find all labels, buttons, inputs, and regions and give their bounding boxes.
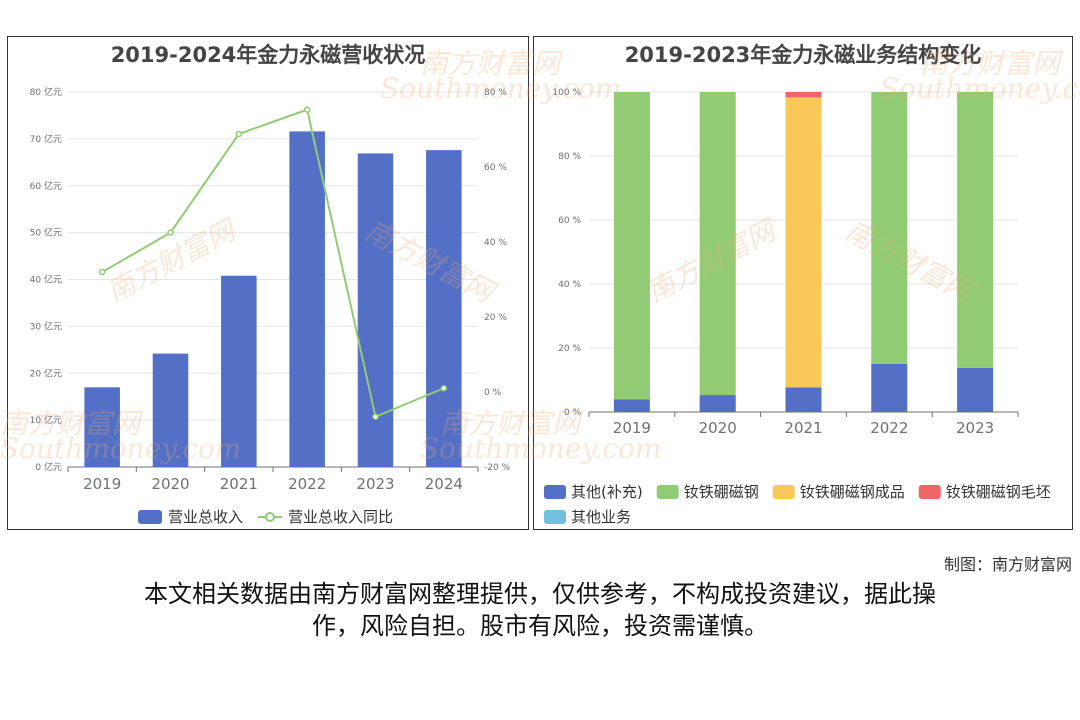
revenue-bar [152, 353, 189, 467]
y-left-tick-label: 80 亿元 [30, 86, 62, 98]
y-left-tick-label: 70 亿元 [30, 133, 62, 145]
legend-label: 钕铁硼磁钢毛坯 [946, 483, 1051, 501]
y-left-tick-label: 50 亿元 [30, 227, 62, 239]
y-left-tick-label: 20 亿元 [30, 367, 62, 379]
stack-segment [957, 367, 994, 412]
legend-label: 钕铁硼磁钢 [684, 483, 759, 501]
y-left-tick-label: 40 亿元 [30, 274, 62, 286]
stack-segment [957, 92, 994, 368]
stack-segment [699, 395, 736, 412]
revenue-bar [289, 131, 325, 467]
legend-swatch [544, 485, 566, 499]
yoy-line [101, 108, 445, 419]
legend-swatch [544, 510, 566, 524]
legend-swatch [772, 485, 795, 499]
x-tick-label: 2019 [613, 419, 651, 437]
yoy-point [440, 385, 448, 392]
yoy-point [235, 130, 243, 138]
disclaimer: 本文相关数据由南方财富网整理提供，仅供参考，不构成投资建议，据此操 作，风险自担… [60, 578, 1020, 642]
x-tick-label: 2021 [220, 475, 258, 493]
y-right-tick-label: -20 % [484, 463, 511, 473]
legend-label-yoy: 营业总收入同比 [288, 508, 393, 526]
stack-segment [785, 97, 822, 388]
x-tick-label: 2023 [356, 475, 394, 493]
y-tick-label: 40 % [558, 280, 581, 290]
structure-chart: 0 % 20 % 40 % 60 % 80 % 100 % 2019 2020 2021 2022… [544, 88, 1051, 526]
disclaimer-line-1: 本文相关数据由南方财富网整理提供，仅供参考，不构成投资建议，据此操 [144, 580, 936, 608]
y-tick-label: 60 % [558, 216, 581, 226]
revenue-chart: 0 亿元 10 亿元 20 亿元 30 亿元 40 亿元 50 亿元 60 亿元 70 亿元 8… [30, 86, 511, 526]
y-tick-label: 0 % [564, 408, 582, 418]
y-left-tick-label: 0 亿元 [35, 461, 62, 473]
stack-segment [699, 92, 736, 396]
revenue-chart-title: 2019-2024年金力永磁营收状况 [110, 43, 426, 67]
y-left-tick-label: 10 亿元 [30, 414, 62, 426]
x-tick-label: 2023 [956, 419, 994, 437]
x-tick-label: 2022 [870, 419, 908, 437]
disclaimer-line-2: 作，风险自担。股市有风险，投资需谨慎。 [312, 612, 768, 640]
yoy-point [303, 106, 311, 113]
y-left-tick-label: 60 亿元 [30, 180, 62, 192]
legend-label-revenue: 营业总收入 [168, 508, 243, 526]
x-tick-label: 2019 [83, 475, 121, 493]
stack-segment [871, 364, 908, 412]
stack-segment [785, 387, 822, 412]
stack-segment [785, 92, 822, 98]
y-right-tick-label: 60 % [484, 163, 507, 173]
y-left-tick-label: 30 亿元 [30, 320, 62, 332]
y-right-tick-label: 40 % [484, 238, 507, 248]
x-tick-label: 2020 [699, 419, 737, 437]
legend-swatch [918, 485, 941, 499]
y-right-tick-label: 80 % [484, 88, 507, 98]
legend-swatch-yoy-marker [265, 512, 275, 522]
legend-label: 其他(补充) [571, 483, 643, 501]
structure-chart-panel: 2019-2023年金力永磁业务结构变化 0 % 20 % 40 % 60 % 80 %… [533, 36, 1073, 530]
y-tick-label: 20 % [558, 344, 581, 354]
x-tick-label: 2021 [784, 419, 822, 437]
legend-label: 其他业务 [571, 508, 631, 526]
revenue-bar [426, 150, 462, 467]
yoy-point [167, 229, 174, 236]
stack-segment [613, 92, 650, 400]
yoy-point [98, 268, 106, 276]
legend-label: 钕铁硼磁钢成品 [800, 483, 905, 501]
yoy-point [372, 413, 379, 420]
revenue-chart-panel: 2019-2024年金力永磁营收状况 0 亿元 10 亿元 20 亿元 30 亿元 40… [7, 36, 529, 530]
legend-swatch-revenue [138, 510, 162, 524]
y-tick-label: 100 % [552, 88, 581, 98]
revenue-bar [84, 387, 120, 467]
structure-chart-title: 2019-2023年金力永磁业务结构变化 [624, 43, 982, 67]
y-tick-label: 80 % [558, 152, 581, 162]
x-tick-label: 2024 [425, 475, 463, 493]
chart-credit: 制图：南方财富网 [943, 555, 1072, 574]
y-right-tick-label: 20 % [484, 313, 507, 323]
x-tick-label: 2020 [151, 475, 189, 493]
legend-swatch [656, 485, 679, 499]
x-tick-label: 2022 [288, 475, 326, 493]
y-right-tick-label: 0 % [484, 388, 502, 398]
stack-segment [613, 399, 650, 412]
stack-segment [871, 92, 908, 364]
revenue-bar [221, 275, 257, 467]
